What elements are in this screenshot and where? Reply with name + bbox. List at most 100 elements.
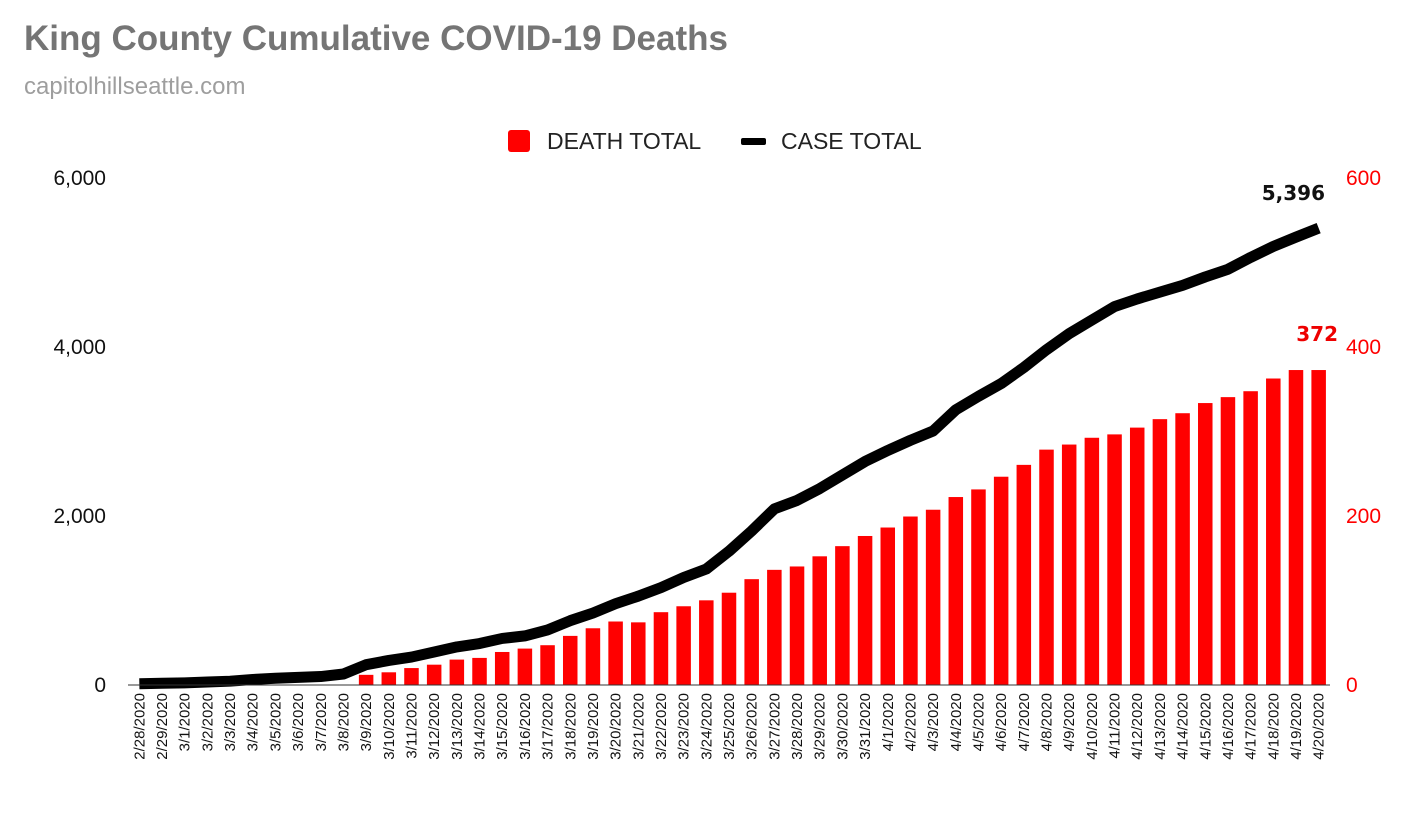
death-bar-26 <box>721 592 737 685</box>
legend-swatch-death <box>508 130 530 152</box>
chart-title: King County Cumulative COVID-19 Deaths <box>24 19 728 58</box>
x-tick-label: 3/17/2020 <box>540 693 557 760</box>
death-bar-19 <box>562 635 578 685</box>
death-bar-40 <box>1039 449 1054 685</box>
x-tick-label: 4/14/2020 <box>1175 693 1192 760</box>
death-bar-45 <box>1152 419 1168 685</box>
right-tick-400: 400 <box>1346 336 1381 359</box>
x-tick-label: 3/9/2020 <box>358 693 375 751</box>
death-bar-12 <box>404 668 419 685</box>
case-total-line <box>139 223 1321 690</box>
x-tick-label: 3/26/2020 <box>744 693 761 760</box>
death-bar-14 <box>449 659 465 685</box>
death-bar-36 <box>948 497 964 685</box>
legend-label-death: DEATH TOTAL <box>547 128 701 154</box>
x-tick-label: 4/8/2020 <box>1039 693 1056 751</box>
x-tick-label: 3/24/2020 <box>698 693 715 760</box>
death-bar-16 <box>494 651 510 685</box>
x-tick-label: 4/6/2020 <box>993 693 1010 751</box>
right-tick-0: 0 <box>1346 674 1358 697</box>
death-bar-18 <box>540 645 555 685</box>
death-bar-22 <box>631 622 646 685</box>
death-bar-13 <box>426 664 442 685</box>
x-tick-label: 3/31/2020 <box>857 693 874 760</box>
death-bar-47 <box>1198 403 1213 685</box>
death-bar-46 <box>1175 413 1190 685</box>
x-tick-label: 4/18/2020 <box>1265 693 1282 760</box>
death-bar-20 <box>585 628 601 685</box>
death-bar-24 <box>676 606 691 685</box>
death-bar-51 <box>1288 370 1304 685</box>
x-tick-label: 3/6/2020 <box>290 693 307 751</box>
death-bar-29 <box>789 566 805 685</box>
x-tick-label: 3/2/2020 <box>199 693 216 751</box>
death-bar-42 <box>1084 437 1100 685</box>
x-tick-label: 3/28/2020 <box>789 693 806 760</box>
x-tick-label: 3/18/2020 <box>562 693 579 760</box>
left-tick-6000: 6,000 <box>53 167 106 190</box>
x-tick-label: 4/17/2020 <box>1243 693 1260 760</box>
death-bar-39 <box>1016 464 1032 685</box>
death-bar-31 <box>835 546 850 685</box>
x-tick-label: 3/8/2020 <box>335 693 352 751</box>
x-tick-label: 3/21/2020 <box>630 693 647 760</box>
death-bar-30 <box>812 556 827 685</box>
x-tick-label: 3/16/2020 <box>517 693 534 760</box>
death-bar-11 <box>381 672 397 685</box>
x-tick-label: 4/7/2020 <box>1016 693 1033 751</box>
x-tick-label: 4/3/2020 <box>925 693 942 751</box>
x-tick-label: 3/30/2020 <box>834 693 851 760</box>
x-tick-label: 3/5/2020 <box>267 693 284 751</box>
death-bar-49 <box>1243 391 1258 685</box>
death-bar-37 <box>971 489 986 685</box>
case-line-group <box>139 223 1321 690</box>
death-bar-17 <box>517 648 533 685</box>
legend-swatch-case <box>741 138 766 145</box>
death-last-annotation: 372 <box>1296 322 1338 346</box>
death-bar-21 <box>608 621 623 685</box>
x-tick-label: 4/20/2020 <box>1311 693 1328 760</box>
x-tick-label: 3/4/2020 <box>245 693 262 751</box>
death-bars <box>358 370 1326 685</box>
death-bar-23 <box>653 612 669 685</box>
right-axis: 0 200 400 600 <box>1346 167 1381 697</box>
x-tick-label: 3/13/2020 <box>449 693 466 760</box>
x-tick-label: 3/14/2020 <box>472 693 489 760</box>
x-tick-label: 4/19/2020 <box>1288 693 1305 760</box>
death-bar-28 <box>767 569 782 685</box>
x-tick-label: 4/13/2020 <box>1152 693 1169 760</box>
x-tick-label: 3/15/2020 <box>494 693 511 760</box>
death-bar-35 <box>925 509 941 685</box>
x-tick-label: 3/20/2020 <box>608 693 625 760</box>
right-tick-600: 600 <box>1346 167 1381 190</box>
x-tick-label: 3/1/2020 <box>177 693 194 751</box>
death-bar-44 <box>1129 427 1145 685</box>
x-tick-label: 3/11/2020 <box>403 693 420 759</box>
x-tick-label: 3/10/2020 <box>381 693 398 760</box>
x-tick-label: 4/1/2020 <box>880 693 897 751</box>
death-bar-41 <box>1061 444 1077 685</box>
left-tick-2000: 2,000 <box>53 505 106 528</box>
legend: DEATH TOTAL CASE TOTAL <box>508 128 922 154</box>
x-tick-label: 4/11/2020 <box>1107 693 1124 759</box>
case-last-annotation: 5,396 <box>1262 181 1325 205</box>
x-tick-label: 4/12/2020 <box>1129 693 1146 760</box>
death-bar-15 <box>472 657 487 685</box>
x-tick-label: 3/25/2020 <box>721 693 738 760</box>
death-bar-25 <box>699 600 714 685</box>
x-axis-ticks: 2/28/2020 2/29/2020 3/1/2020 3/2/2020 3/3/20… <box>131 693 1327 760</box>
left-axis: 0 2,000 4,000 6,000 <box>53 167 106 697</box>
x-tick-label: 3/23/2020 <box>676 693 693 760</box>
x-tick-label: 3/7/2020 <box>313 693 330 751</box>
death-bar-32 <box>857 535 873 685</box>
x-tick-label: 4/15/2020 <box>1197 693 1214 760</box>
death-bar-52 <box>1311 370 1326 685</box>
right-tick-200: 200 <box>1346 505 1381 528</box>
x-tick-label: 3/3/2020 <box>222 693 239 751</box>
death-bar-10 <box>358 674 374 685</box>
death-bar-34 <box>903 516 918 685</box>
death-bar-50 <box>1266 378 1281 685</box>
x-tick-label: 3/27/2020 <box>766 693 783 760</box>
death-bar-33 <box>880 527 896 685</box>
